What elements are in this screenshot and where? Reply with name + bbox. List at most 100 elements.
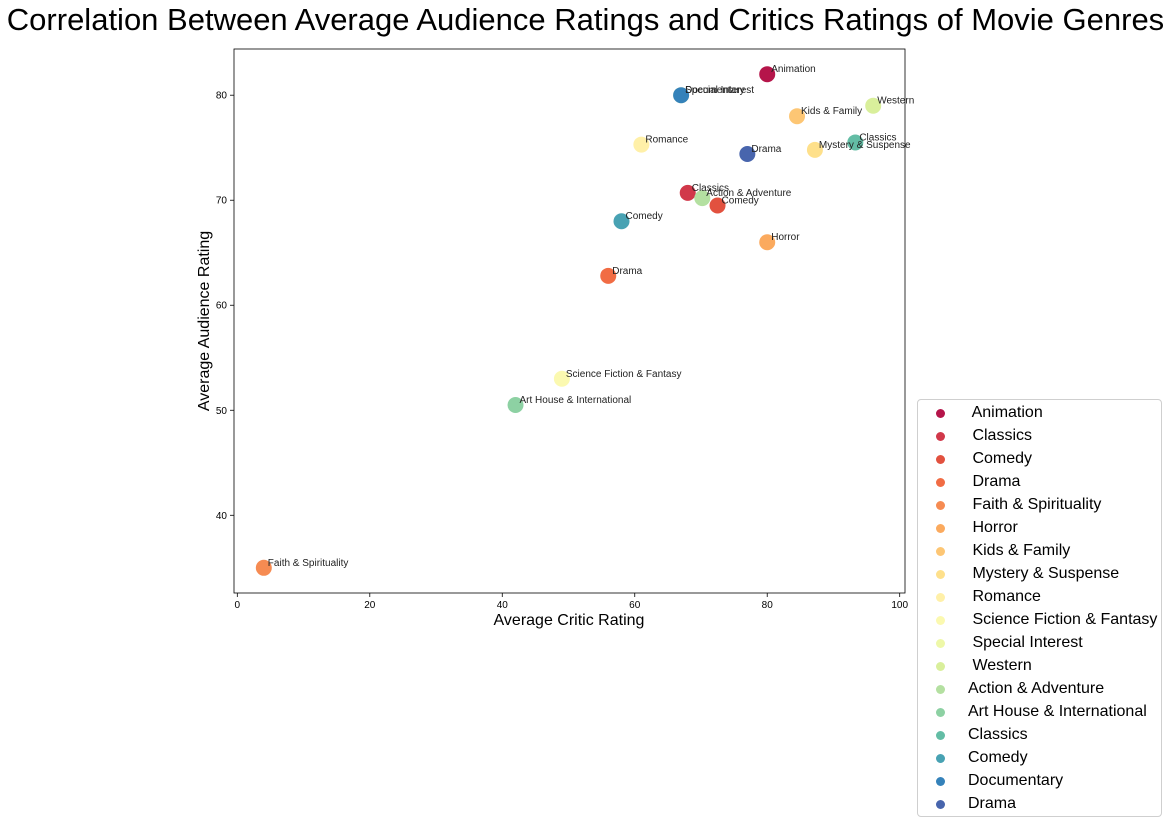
legend-item: Special Interest [918, 632, 1161, 655]
legend-marker [936, 570, 945, 579]
legend-item: Classics [918, 724, 1161, 747]
point-label: Science Fiction & Fantasy [566, 369, 682, 380]
legend-item: Animation [918, 402, 1161, 425]
data-point [507, 397, 524, 414]
legend-label: Kids & Family [968, 542, 1071, 559]
legend-item: Horror [918, 517, 1161, 540]
legend-item: Faith & Spirituality [918, 494, 1161, 517]
legend-marker [936, 593, 945, 602]
legend-marker [936, 455, 945, 464]
legend-item: Comedy [918, 448, 1161, 471]
legend-label: Faith & Spirituality [968, 496, 1102, 513]
data-point [709, 197, 726, 214]
legend-label: Horror [968, 519, 1018, 536]
x-axis: 0 20 40 60 80 100 [235, 593, 908, 611]
chart-title: Correlation Between Average Audience Rat… [6, 2, 1165, 37]
legend-marker [936, 731, 945, 740]
y-tick-label: 70 [216, 196, 228, 207]
data-point [759, 66, 776, 83]
legend-marker [936, 616, 945, 625]
plot-frame [233, 48, 906, 594]
point-label: Drama [612, 266, 642, 277]
legend-item: Action & Adventure [918, 678, 1161, 701]
point-label: Comedy [625, 211, 662, 222]
y-tick-label: 60 [216, 301, 228, 312]
x-axis-label: Average Critic Rating [494, 612, 645, 629]
legend-label: Drama [968, 795, 1017, 812]
legend-marker [936, 432, 945, 441]
legend-label: Drama [968, 473, 1021, 490]
data-point [759, 234, 776, 251]
data-point [255, 559, 272, 576]
legend-marker [936, 478, 945, 487]
point-label: Comedy [722, 195, 759, 206]
point-label: Romance [645, 135, 688, 146]
y-tick-label: 40 [216, 511, 228, 522]
point-label: Mystery & Suspense [819, 140, 911, 151]
legend-label: Action & Adventure [968, 680, 1105, 697]
legend-label: Documentary [968, 772, 1064, 789]
point-label: Horror [771, 232, 800, 243]
legend-label: Animation [968, 404, 1043, 421]
data-point [633, 136, 650, 153]
legend-label: Classics [968, 726, 1028, 743]
y-axis: 40 50 60 70 80 [216, 91, 234, 522]
data-point [673, 87, 690, 104]
data-point [806, 141, 823, 158]
legend-marker [936, 777, 945, 786]
x-tick-label: 60 [629, 600, 641, 611]
x-tick-label: 40 [497, 600, 509, 611]
data-point [553, 370, 570, 387]
data-point [613, 213, 630, 230]
data-point [847, 134, 864, 151]
legend-item: Art House & International [918, 701, 1161, 724]
legend-item: Kids & Family [918, 540, 1161, 563]
legend-marker [936, 685, 945, 694]
legend-item: Comedy [918, 747, 1161, 770]
y-tick-label: 80 [216, 91, 228, 102]
legend-item: Drama [918, 793, 1161, 816]
point-label: Drama [751, 144, 781, 155]
legend-item: Drama [918, 471, 1161, 494]
point-label: Faith & Spirituality [268, 558, 349, 569]
legend-label: Classics [968, 427, 1033, 444]
point-label: Documentary [685, 85, 744, 96]
legend-item: Romance [918, 586, 1161, 609]
point-label: Art House & International [520, 395, 632, 406]
legend-label: Art House & International [968, 703, 1147, 720]
x-tick-label: 0 [235, 600, 241, 611]
data-point [789, 108, 806, 125]
data-point [739, 146, 756, 163]
legend-marker [936, 662, 945, 671]
legend-marker [936, 547, 945, 556]
x-tick-label: 100 [891, 600, 908, 611]
legend-marker [936, 639, 945, 648]
point-label: Action & Adventure [706, 188, 791, 199]
data-point [694, 190, 711, 207]
legend-marker [936, 754, 945, 763]
point-label: Western [877, 96, 914, 107]
legend-marker [936, 409, 945, 418]
legend-marker [936, 708, 945, 717]
legend-marker [936, 800, 945, 809]
legend-item: Mystery & Suspense [918, 563, 1161, 586]
data-point [600, 267, 617, 284]
data-point [865, 97, 882, 114]
legend-marker [936, 501, 945, 510]
legend-item: Classics [918, 425, 1161, 448]
plot-points [255, 66, 882, 576]
legend-label: Special Interest [968, 634, 1083, 651]
legend-label: Mystery & Suspense [968, 565, 1120, 582]
legend-item: Western [918, 655, 1161, 678]
point-label: Special Interest [685, 85, 754, 96]
legend-label: Science Fiction & Fantasy [968, 611, 1158, 628]
legend-marker [936, 524, 945, 533]
legend-label: Comedy [968, 450, 1033, 467]
data-point [679, 184, 696, 201]
y-tick-label: 50 [216, 406, 228, 417]
point-label: Animation [771, 64, 815, 75]
x-tick-label: 80 [762, 600, 774, 611]
legend: Animation Classics Comedy Drama Faith & … [917, 399, 1162, 817]
